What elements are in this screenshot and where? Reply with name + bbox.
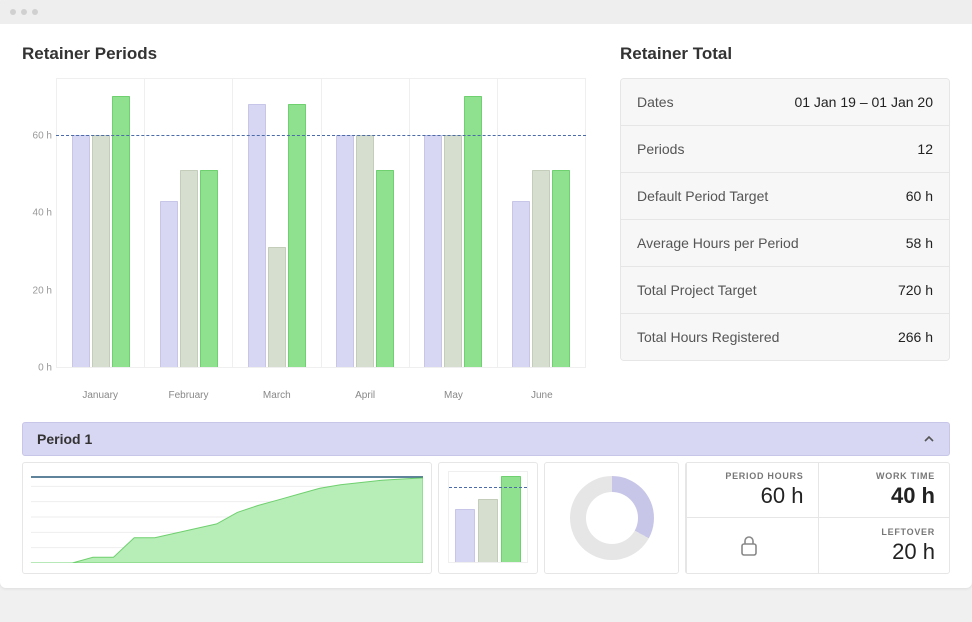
- bar: [180, 170, 198, 367]
- totals-label: Total Hours Registered: [637, 329, 779, 345]
- app-window: Retainer Periods 0 h 20 h 40 h 60 h January…: [0, 0, 972, 588]
- month-column: [321, 78, 409, 368]
- month-column: [232, 78, 320, 368]
- mini-target-line: [449, 487, 527, 488]
- area-chart-panel: [22, 462, 432, 574]
- x-label: April: [321, 386, 409, 404]
- target-line: [56, 135, 586, 136]
- x-label: February: [144, 386, 232, 404]
- mini-bar: [501, 476, 521, 562]
- totals-value: 58 h: [906, 235, 933, 251]
- stats-panel: PERIOD HOURS 60 h WORK TIME 40 h: [685, 462, 950, 574]
- totals-label: Dates: [637, 94, 674, 110]
- bar: [288, 104, 306, 367]
- mini-bar: [455, 509, 475, 562]
- bar: [92, 135, 110, 367]
- bar: [424, 135, 442, 367]
- donut-panel: [544, 462, 679, 574]
- lock-icon: [739, 535, 759, 557]
- window-dot: [32, 9, 38, 15]
- bar: [112, 96, 130, 367]
- chevron-up-icon: [923, 433, 935, 445]
- y-tick: 0 h: [38, 363, 52, 374]
- totals-row: Total Hours Registered 266 h: [621, 314, 949, 360]
- x-label: March: [233, 386, 321, 404]
- stat-value: 60 h: [695, 483, 804, 509]
- bar: [356, 135, 374, 367]
- x-label: May: [409, 386, 497, 404]
- mini-bar: [478, 499, 498, 562]
- month-column: [144, 78, 232, 368]
- stat-leftover: LEFTOVER 20 h: [818, 518, 950, 573]
- month-column: [409, 78, 497, 368]
- retainer-periods-panel: Retainer Periods 0 h 20 h 40 h 60 h January…: [22, 44, 586, 404]
- totals-value: 01 Jan 19 – 01 Jan 20: [794, 94, 933, 110]
- x-axis-labels: JanuaryFebruaryMarchAprilMayJune: [56, 386, 586, 404]
- content-area: Retainer Periods 0 h 20 h 40 h 60 h January…: [0, 24, 972, 588]
- bar: [552, 170, 570, 367]
- y-axis: 0 h20 h40 h60 h: [22, 78, 56, 368]
- chart-title: Retainer Periods: [22, 44, 586, 64]
- top-row: Retainer Periods 0 h 20 h 40 h 60 h January…: [22, 44, 950, 404]
- area-chart: [31, 471, 423, 563]
- totals-value: 60 h: [906, 188, 933, 204]
- totals-value: 720 h: [898, 282, 933, 298]
- stat-value: 40 h: [827, 483, 936, 509]
- stat-locked: [686, 518, 818, 573]
- mini-bar-panel: [438, 462, 538, 574]
- bar: [444, 135, 462, 367]
- totals-row: Dates 01 Jan 19 – 01 Jan 20: [621, 79, 949, 126]
- totals-row: Average Hours per Period 58 h: [621, 220, 949, 267]
- bar: [336, 135, 354, 367]
- bar: [464, 96, 482, 367]
- stat-label: PERIOD HOURS: [695, 471, 804, 481]
- month-column: [497, 78, 586, 368]
- totals-title: Retainer Total: [620, 44, 950, 64]
- retainer-total-panel: Retainer Total Dates 01 Jan 19 – 01 Jan 2…: [620, 44, 950, 404]
- stat-value: 20 h: [827, 539, 936, 565]
- stat-period-hours: PERIOD HOURS 60 h: [686, 463, 818, 518]
- totals-row: Total Project Target 720 h: [621, 267, 949, 314]
- bar: [268, 247, 286, 367]
- totals-value: 266 h: [898, 329, 933, 345]
- bar: [532, 170, 550, 367]
- bar: [248, 104, 266, 367]
- period-title: Period 1: [37, 431, 92, 447]
- plot-area: [56, 78, 586, 368]
- window-titlebar: [0, 0, 972, 24]
- totals-label: Default Period Target: [637, 188, 768, 204]
- bar-chart: 0 h 20 h 40 h 60 h: [22, 78, 586, 386]
- stat-work-time: WORK TIME 40 h: [818, 463, 950, 518]
- window-dot: [10, 9, 16, 15]
- bar: [512, 201, 530, 367]
- totals-label: Average Hours per Period: [637, 235, 799, 251]
- totals-table: Dates 01 Jan 19 – 01 Jan 20 Periods 12 Defau…: [620, 78, 950, 361]
- stat-label: LEFTOVER: [827, 527, 936, 537]
- totals-label: Total Project Target: [637, 282, 757, 298]
- month-column: [56, 78, 144, 368]
- totals-row: Periods 12: [621, 126, 949, 173]
- mini-bar-chart: [448, 471, 528, 563]
- y-tick: 40 h: [33, 208, 52, 219]
- donut-chart: [570, 476, 654, 560]
- y-tick: 20 h: [33, 285, 52, 296]
- bar: [72, 135, 90, 367]
- bar: [376, 170, 394, 367]
- window-dot: [21, 9, 27, 15]
- bar: [200, 170, 218, 367]
- stat-label: WORK TIME: [827, 471, 936, 481]
- x-label: January: [56, 386, 144, 404]
- totals-row: Default Period Target 60 h: [621, 173, 949, 220]
- x-label: June: [498, 386, 586, 404]
- totals-label: Periods: [637, 141, 684, 157]
- bar: [160, 201, 178, 367]
- totals-value: 12: [917, 141, 933, 157]
- y-tick: 60 h: [33, 131, 52, 142]
- period-body: PERIOD HOURS 60 h WORK TIME 40 h: [22, 462, 950, 574]
- period-accordion-header[interactable]: Period 1: [22, 422, 950, 456]
